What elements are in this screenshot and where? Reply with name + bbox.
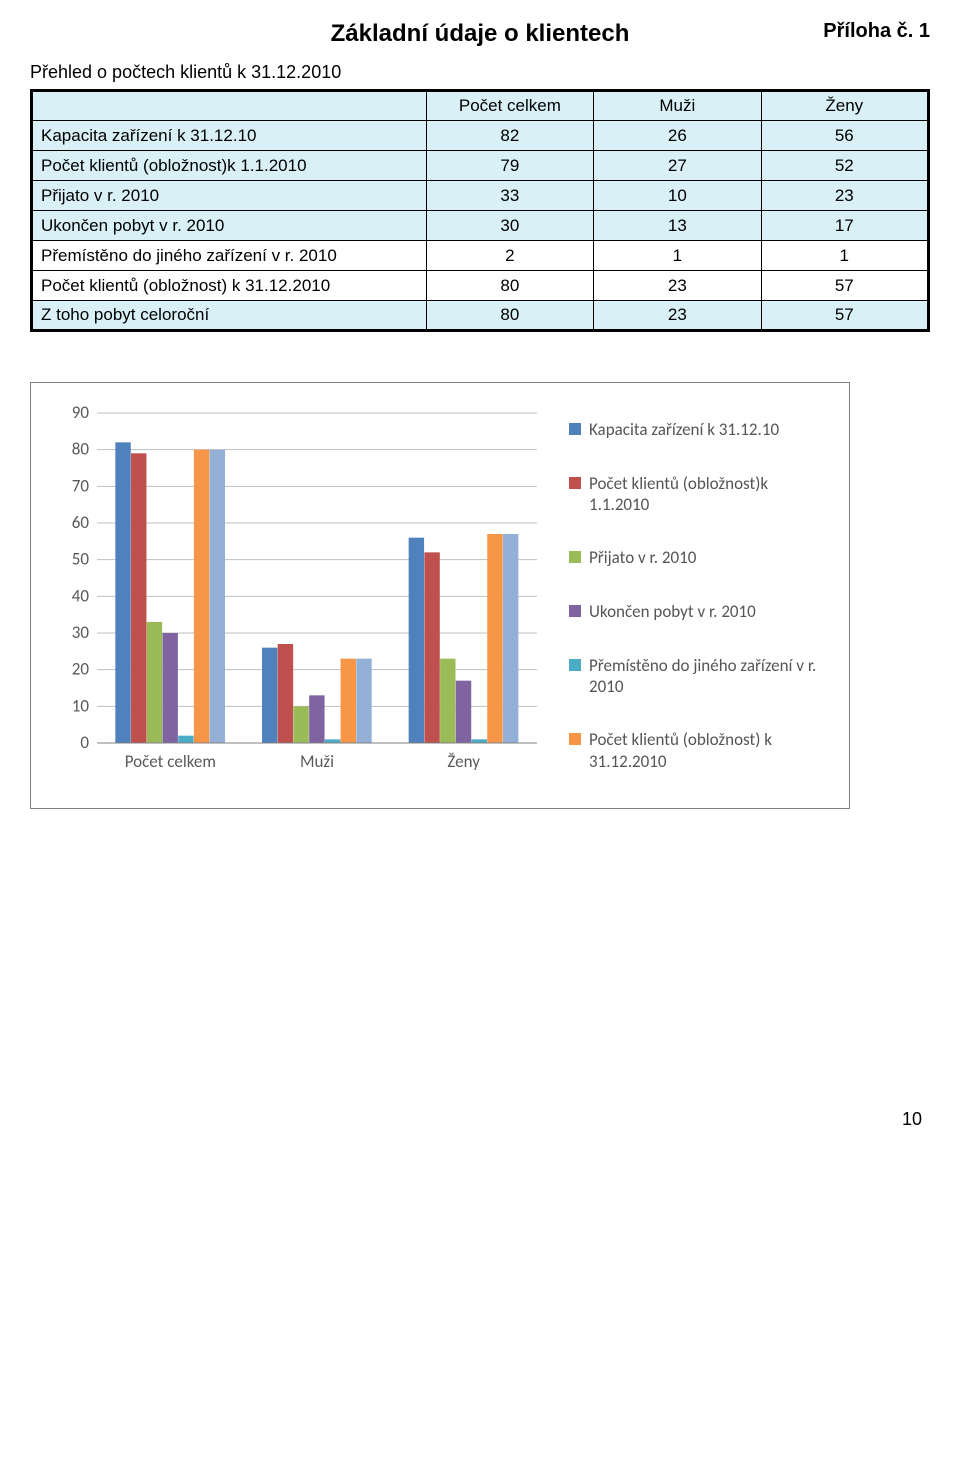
svg-text:60: 60 bbox=[72, 512, 90, 533]
table-cell: 17 bbox=[761, 211, 928, 241]
table-cell: 23 bbox=[594, 271, 761, 301]
table-header: Muži bbox=[594, 91, 761, 121]
legend-item: Počet klientů (obložnost)k 1.1.2010 bbox=[569, 473, 829, 516]
legend-swatch bbox=[569, 659, 581, 671]
legend-swatch bbox=[569, 551, 581, 563]
table-header: Ženy bbox=[761, 91, 928, 121]
table-cell: 33 bbox=[426, 181, 593, 211]
svg-text:Počet celkem: Počet celkem bbox=[125, 751, 216, 772]
svg-text:Muži: Muži bbox=[300, 751, 334, 772]
table-cell: 2 bbox=[426, 241, 593, 271]
svg-text:30: 30 bbox=[72, 622, 90, 643]
svg-text:50: 50 bbox=[72, 549, 90, 570]
table-row-label: Ukončen pobyt v r. 2010 bbox=[32, 211, 427, 241]
svg-text:70: 70 bbox=[72, 475, 90, 496]
legend-label: Ukončen pobyt v r. 2010 bbox=[589, 601, 756, 622]
table-row-label: Přemístěno do jiného zařízení v r. 2010 bbox=[32, 241, 427, 271]
table-row-label: Počet klientů (obložnost) k 31.12.2010 bbox=[32, 271, 427, 301]
table-row-label: Přijato v r. 2010 bbox=[32, 181, 427, 211]
table-cell: 1 bbox=[761, 241, 928, 271]
legend-item: Přijato v r. 2010 bbox=[569, 547, 829, 568]
table-row-label: Kapacita zařízení k 31.12.10 bbox=[32, 121, 427, 151]
table-cell: 27 bbox=[594, 151, 761, 181]
table-cell: 52 bbox=[761, 151, 928, 181]
legend-label: Počet klientů (obložnost)k 1.1.2010 bbox=[589, 473, 829, 516]
clients-bar-chart: 0 10 20 30 40 50 60 70 80 90 Počet celkem Muži Ženy bbox=[51, 403, 551, 783]
table-cell: 57 bbox=[761, 271, 928, 301]
legend-item: Počet klientů (obložnost) k 31.12.2010 bbox=[569, 729, 829, 772]
table-cell: 1 bbox=[594, 241, 761, 271]
table-header: Počet celkem bbox=[426, 91, 593, 121]
table-cell: 23 bbox=[594, 301, 761, 331]
legend-swatch bbox=[569, 733, 581, 745]
svg-text:90: 90 bbox=[72, 403, 90, 423]
table-cell: 10 bbox=[594, 181, 761, 211]
page-title: Základní údaje o klientech bbox=[30, 20, 930, 48]
attachment-label: Příloha č. 1 bbox=[823, 20, 930, 43]
table-header-blank bbox=[32, 91, 427, 121]
table-cell: 79 bbox=[426, 151, 593, 181]
svg-text:80: 80 bbox=[72, 439, 90, 460]
svg-text:20: 20 bbox=[72, 659, 90, 680]
table-cell: 80 bbox=[426, 271, 593, 301]
legend-label: Přemístěno do jiného zařízení v r. 2010 bbox=[589, 655, 829, 698]
legend-item: Přemístěno do jiného zařízení v r. 2010 bbox=[569, 655, 829, 698]
svg-text:0: 0 bbox=[80, 732, 89, 753]
legend-item: Kapacita zařízení k 31.12.10 bbox=[569, 419, 829, 440]
legend-swatch bbox=[569, 423, 581, 435]
chart-legend: Kapacita zařízení k 31.12.10 Počet klient… bbox=[551, 403, 829, 788]
legend-label: Kapacita zařízení k 31.12.10 bbox=[589, 419, 779, 440]
subtitle: Přehled o počtech klientů k 31.12.2010 bbox=[30, 62, 930, 83]
table-cell: 26 bbox=[594, 121, 761, 151]
svg-text:Ženy: Ženy bbox=[447, 751, 480, 772]
page-number: 10 bbox=[30, 1109, 930, 1130]
table-cell: 57 bbox=[761, 301, 928, 331]
table-row-label: Z toho pobyt celoroční bbox=[32, 301, 427, 331]
legend-item: Ukončen pobyt v r. 2010 bbox=[569, 601, 829, 622]
table-cell: 30 bbox=[426, 211, 593, 241]
legend-swatch bbox=[569, 605, 581, 617]
table-cell: 56 bbox=[761, 121, 928, 151]
legend-label: Počet klientů (obložnost) k 31.12.2010 bbox=[589, 729, 829, 772]
table-cell: 82 bbox=[426, 121, 593, 151]
legend-label: Přijato v r. 2010 bbox=[589, 547, 696, 568]
table-cell: 13 bbox=[594, 211, 761, 241]
table-cell: 80 bbox=[426, 301, 593, 331]
table-row-label: Počet klientů (obložnost)k 1.1.2010 bbox=[32, 151, 427, 181]
table-cell: 23 bbox=[761, 181, 928, 211]
svg-text:10: 10 bbox=[72, 695, 90, 716]
clients-table: Počet celkemMužiŽeny Kapacita zařízení k … bbox=[30, 89, 930, 332]
chart-container: 0102030405060708090Počet celkemMužiŽeny … bbox=[30, 382, 850, 809]
svg-text:40: 40 bbox=[72, 585, 90, 606]
legend-swatch bbox=[569, 477, 581, 489]
